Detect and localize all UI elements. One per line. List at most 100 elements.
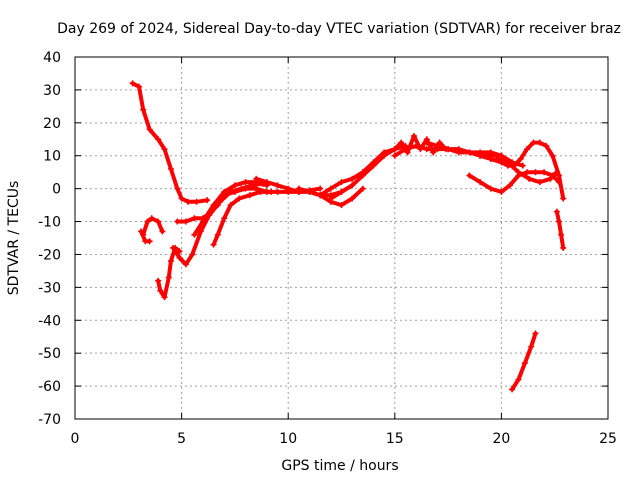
data-point-arc-1: [167, 165, 174, 172]
data-point-arc-11: [349, 195, 356, 202]
data-point-arc-18: [541, 169, 548, 176]
data-point-arc-17: [543, 142, 550, 149]
data-point-arc-14: [391, 146, 398, 153]
data-point-arc-13: [327, 195, 334, 202]
data-point-arc-8: [236, 195, 243, 202]
data-point-arc-16: [519, 162, 526, 169]
data-point-arc-1: [135, 83, 142, 90]
data-point-arc-9: [221, 192, 228, 199]
data-point-arc-20: [560, 244, 567, 251]
data-point-arc-1: [129, 80, 136, 87]
data-point-arc-4: [161, 294, 168, 301]
data-point-arc-9: [317, 185, 324, 192]
data-point-arc-21: [515, 376, 522, 383]
data-point-arc-9: [242, 185, 249, 192]
y-axis-tick-labels: -70 -60 -50 -40 -30 -20 -10 0 10 20 30 40: [38, 50, 61, 428]
data-point-arc-1: [155, 136, 162, 143]
data-point-arc-19: [536, 179, 543, 186]
data-point-arc-10: [274, 182, 281, 189]
data-point-arc-17: [560, 195, 567, 202]
data-point-arc-9: [274, 188, 281, 195]
data-point-arc-18: [555, 179, 562, 186]
y-tick-label: 40: [43, 50, 61, 66]
data-point-arc-18: [477, 179, 484, 186]
y-tick-label: -50: [38, 346, 61, 362]
data-point-arc-21: [528, 343, 535, 350]
data-point-arc-12: [338, 179, 345, 186]
data-point-arc-5: [189, 251, 196, 258]
data-point-arc-14: [410, 132, 417, 139]
data-point-arc-8: [227, 202, 234, 209]
data-point-arc-18: [487, 185, 494, 192]
data-point-arc-15: [391, 152, 398, 159]
data-point-arc-12: [327, 185, 334, 192]
data-point-arc-2: [155, 218, 162, 225]
y-axis-label: SDTVAR / TECUs: [6, 181, 22, 296]
data-point-arc-17: [549, 152, 556, 159]
data-point-arc-18: [466, 172, 473, 179]
grid-lines: [75, 57, 608, 419]
data-point-arc-19: [553, 169, 560, 176]
data-point-arc-18: [523, 169, 530, 176]
chart-title: Day 269 of 2024, Sidereal Day-to-day VTE…: [57, 21, 621, 37]
data-point-arc-9: [253, 185, 260, 192]
data-point-arc-18: [498, 188, 505, 195]
data-point-arc-7: [231, 182, 238, 189]
data-point-arc-8: [214, 231, 221, 238]
data-point-arc-16: [487, 149, 494, 156]
plot-frame: [74, 56, 609, 420]
y-tick-label: -60: [38, 379, 61, 395]
x-tick-label: 20: [492, 431, 510, 447]
data-point-arc-5: [170, 244, 177, 251]
data-point-arc-7: [242, 179, 249, 186]
data-point-arc-2: [144, 218, 151, 225]
data-point-arc-2: [148, 215, 155, 222]
data-point-arc-1: [174, 185, 181, 192]
data-point-arc-17: [555, 172, 562, 179]
data-point-arc-19: [526, 175, 533, 182]
data-point-arc-19: [547, 175, 554, 182]
data-point-arc-4: [155, 277, 162, 284]
y-tick-label: -30: [38, 280, 61, 296]
data-point-arc-19: [515, 169, 522, 176]
data-point-arc-1: [184, 198, 191, 205]
data-point-arc-13: [349, 182, 356, 189]
data-point-arc-8: [210, 241, 217, 248]
y-tick-label: -70: [38, 412, 61, 428]
data-point-arc-1: [193, 198, 200, 205]
data-point-arc-12: [349, 175, 356, 182]
data-point-arc-16: [455, 146, 462, 153]
data-point-arc-6: [182, 218, 189, 225]
data-point-arc-20: [553, 208, 560, 215]
data-point-arc-5: [182, 261, 189, 268]
data-point-arc-6: [174, 218, 181, 225]
data-point-arc-20: [558, 231, 565, 238]
data-point-arc-17: [477, 152, 484, 159]
y-tick-label: 10: [43, 149, 61, 165]
data-point-arc-14: [398, 139, 405, 146]
data-point-arc-7: [191, 231, 198, 238]
series-arc-20-trace: [554, 209, 566, 250]
data-point-arc-1: [178, 195, 185, 202]
data-point-arc-15: [423, 146, 430, 153]
data-point-arc-4: [165, 274, 172, 281]
series-arc-13-trace: [328, 143, 408, 201]
data-point-arc-11: [338, 202, 345, 209]
x-axis-tick-labels: 0 5 10 15 20 25: [71, 431, 617, 447]
data-series: [129, 80, 567, 393]
data-point-arc-21: [509, 386, 516, 393]
data-point-arc-19: [504, 159, 511, 166]
data-point-arc-10: [285, 185, 292, 192]
y-tick-label: -40: [38, 313, 61, 329]
data-point-arc-17: [530, 139, 537, 146]
data-point-arc-12: [317, 192, 324, 199]
y-tick-label: -10: [38, 215, 61, 231]
data-point-arc-18: [506, 182, 513, 189]
data-point-arc-13: [359, 172, 366, 179]
data-point-arc-21: [521, 360, 528, 367]
data-point-arc-3: [138, 228, 145, 235]
data-point-arc-17: [523, 146, 530, 153]
data-point-arc-20: [555, 218, 562, 225]
data-point-arc-15: [402, 146, 409, 153]
